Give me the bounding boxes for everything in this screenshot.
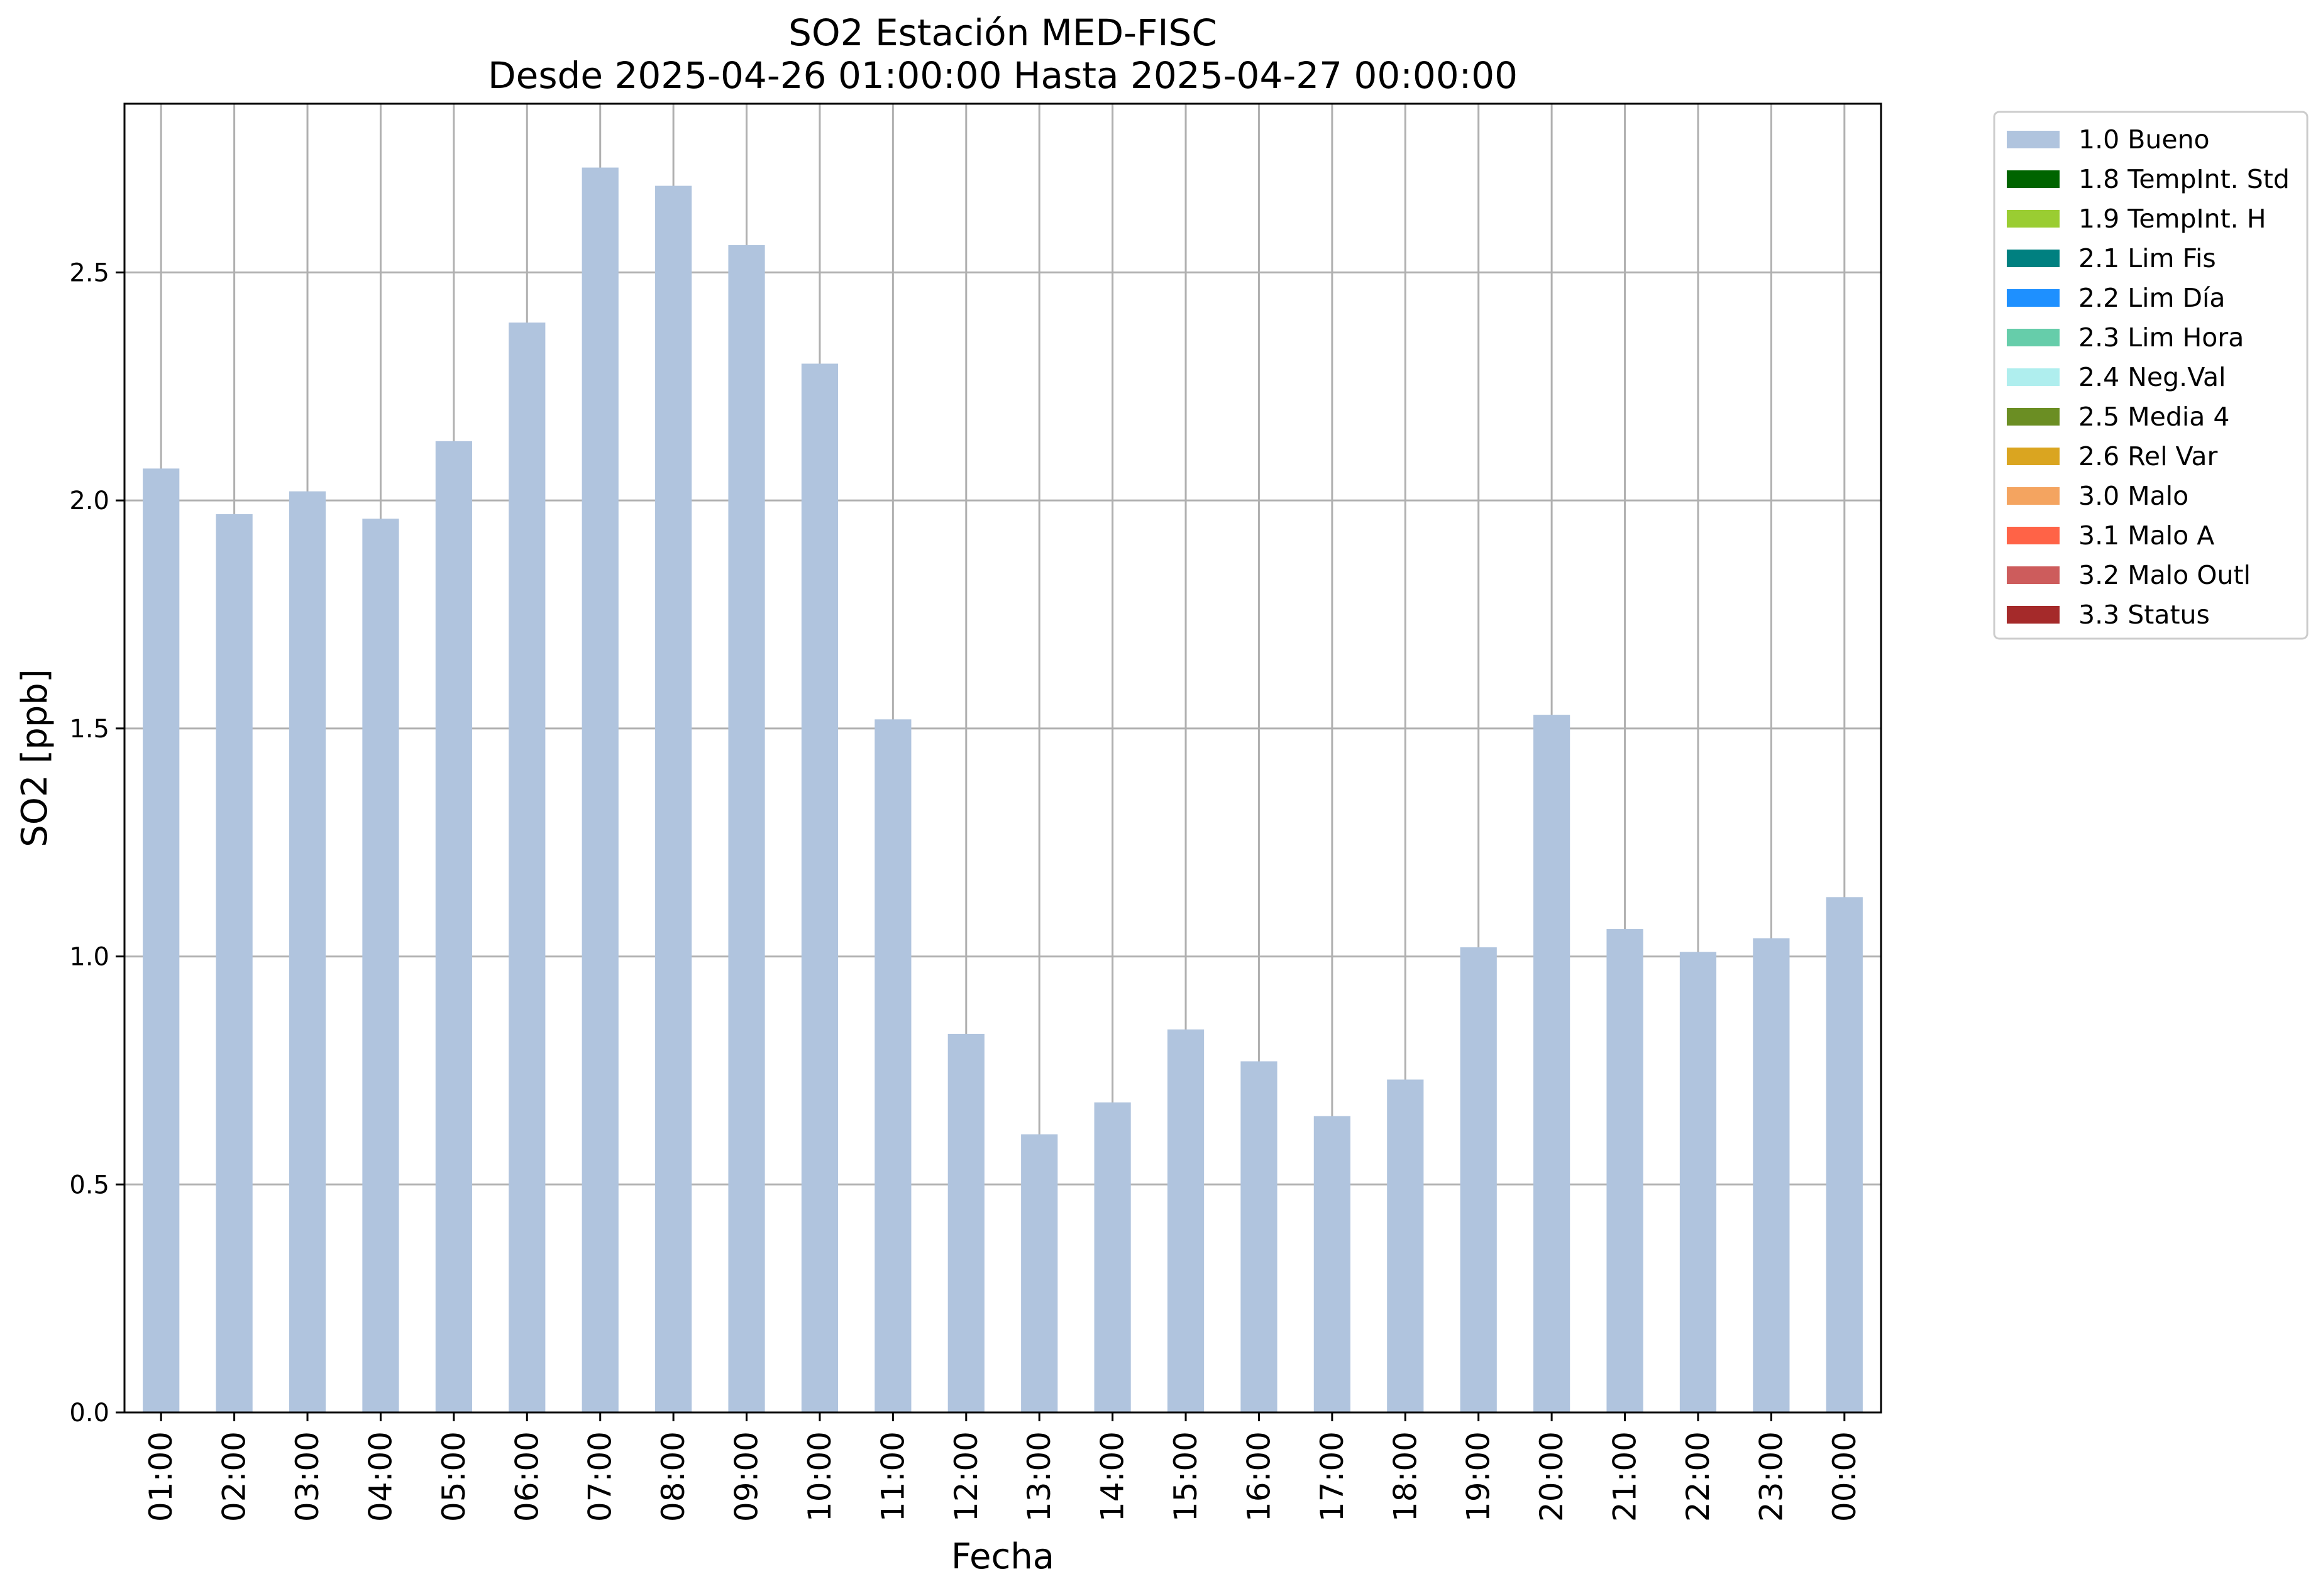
legend-label: 3.3 Status xyxy=(2078,600,2210,630)
legend-swatch xyxy=(2007,527,2060,544)
bar-0400 xyxy=(362,519,399,1412)
legend-label: 3.1 Malo A xyxy=(2078,520,2214,551)
legend-label: 2.3 Lim Hora xyxy=(2078,322,2244,353)
plot-area-frame xyxy=(123,102,1882,1414)
bar-0700 xyxy=(582,167,619,1412)
y-tick-label: 2.0 xyxy=(69,487,109,515)
legend-swatch xyxy=(2007,487,2060,505)
bar-2300 xyxy=(1753,938,1790,1412)
legend-label: 3.0 Malo xyxy=(2078,481,2188,511)
x-tick-label: 21:00 xyxy=(1607,1431,1643,1522)
x-tick-label: 20:00 xyxy=(1533,1431,1570,1522)
legend-label: 1.0 Bueno xyxy=(2078,124,2210,155)
legend-label: 2.4 Neg.Val xyxy=(2078,362,2226,392)
y-tick-label: 1.5 xyxy=(69,715,109,744)
legend-label: 1.9 TempInt. H xyxy=(2078,204,2266,234)
bar-1000 xyxy=(801,363,839,1412)
x-tick-label: 05:00 xyxy=(436,1431,472,1522)
bar-0600 xyxy=(509,322,546,1413)
x-tick-label: 09:00 xyxy=(729,1431,765,1522)
bar-1600 xyxy=(1240,1061,1277,1412)
legend-swatch xyxy=(2007,448,2060,465)
x-tick-label: 19:00 xyxy=(1460,1431,1497,1522)
x-tick-label: 16:00 xyxy=(1240,1431,1277,1522)
x-tick-label: 17:00 xyxy=(1314,1431,1350,1522)
legend-swatch xyxy=(2007,606,2060,624)
legend-label: 2.1 Lim Fis xyxy=(2078,243,2216,273)
bar-2000 xyxy=(1533,715,1570,1412)
bar-0100 xyxy=(143,468,180,1413)
x-tick-label: 02:00 xyxy=(216,1431,253,1522)
x-tick-label: 15:00 xyxy=(1167,1431,1204,1522)
legend-items: 1.0 Bueno 1.8 TempInt. Std 1.9 TempInt. H 2… xyxy=(2007,124,2290,630)
bar-1800 xyxy=(1387,1079,1424,1412)
bar-1400 xyxy=(1094,1102,1131,1412)
x-tick-label: 22:00 xyxy=(1680,1431,1716,1522)
x-tick-label: 10:00 xyxy=(802,1431,838,1522)
x-tick-label: 11:00 xyxy=(875,1431,911,1522)
y-tick-label: 0.5 xyxy=(69,1170,109,1199)
legend-swatch xyxy=(2007,408,2060,426)
x-tick-label: 03:00 xyxy=(289,1431,326,1522)
legend-swatch xyxy=(2007,170,2060,188)
x-tick-label: 04:00 xyxy=(362,1431,399,1522)
x-tick-label: 00:00 xyxy=(1826,1431,1863,1522)
x-tick-label: 18:00 xyxy=(1387,1431,1423,1522)
legend-label: 1.8 TempInt. Std xyxy=(2078,164,2290,194)
y-tick-label: 2.5 xyxy=(69,258,109,287)
chart-subtitle: Desde 2025-04-26 01:00:00 Hasta 2025-04-… xyxy=(488,54,1518,97)
x-tick-label: 01:00 xyxy=(143,1431,179,1522)
bar-0500 xyxy=(435,441,472,1413)
y-axis-label: SO2 [ppb] xyxy=(14,669,55,847)
chart-title: SO2 Estación MED-FISC xyxy=(788,11,1217,54)
bar-1900 xyxy=(1460,947,1497,1412)
x-tick-label: 14:00 xyxy=(1095,1431,1131,1522)
x-axis-label: Fecha xyxy=(951,1536,1054,1577)
bar-1100 xyxy=(875,719,912,1412)
legend: 1.0 Bueno 1.8 TempInt. Std 1.9 TempInt. H 2… xyxy=(1993,111,2309,640)
bar-2100 xyxy=(1606,929,1643,1412)
legend-label: 2.5 Media 4 xyxy=(2078,402,2230,432)
legend-swatch xyxy=(2007,329,2060,346)
legend-swatch xyxy=(2007,250,2060,267)
bar-1700 xyxy=(1313,1116,1350,1412)
bar-0200 xyxy=(216,514,253,1412)
x-tick-label: 13:00 xyxy=(1021,1431,1057,1522)
x-tick-label: 06:00 xyxy=(509,1431,545,1522)
legend-swatch xyxy=(2007,210,2060,228)
legend-swatch xyxy=(2007,289,2060,307)
legend-frame xyxy=(1993,111,2309,640)
bar-0300 xyxy=(289,491,326,1412)
legend-swatch xyxy=(2007,566,2060,584)
legend-label: 3.2 Malo Outl xyxy=(2078,560,2251,590)
bar-1300 xyxy=(1021,1134,1058,1412)
bar-1500 xyxy=(1167,1029,1205,1412)
bar-0800 xyxy=(655,185,692,1413)
x-tick-label: 08:00 xyxy=(655,1431,692,1522)
bar-series xyxy=(143,167,1863,1413)
legend-label: 2.6 Rel Var xyxy=(2078,441,2218,471)
y-tick-label: 1.0 xyxy=(69,943,109,972)
legend-swatch xyxy=(2007,131,2060,148)
x-tick-label: 07:00 xyxy=(582,1431,619,1522)
x-tick-label: 12:00 xyxy=(948,1431,985,1522)
legend-swatch xyxy=(2007,368,2060,386)
axis-ticks: 0.0 0.5 1.0 1.5 2.0 2.5 01:00 02:00 03:00 04:00 05… xyxy=(69,258,1862,1522)
legend-label: 2.2 Lim Día xyxy=(2078,283,2226,313)
y-tick-label: 0.0 xyxy=(69,1399,109,1428)
bar-0900 xyxy=(728,245,765,1412)
bar-0000 xyxy=(1826,897,1863,1412)
bar-2200 xyxy=(1679,952,1717,1412)
bar-1200 xyxy=(947,1033,985,1412)
x-tick-label: 23:00 xyxy=(1753,1431,1789,1522)
